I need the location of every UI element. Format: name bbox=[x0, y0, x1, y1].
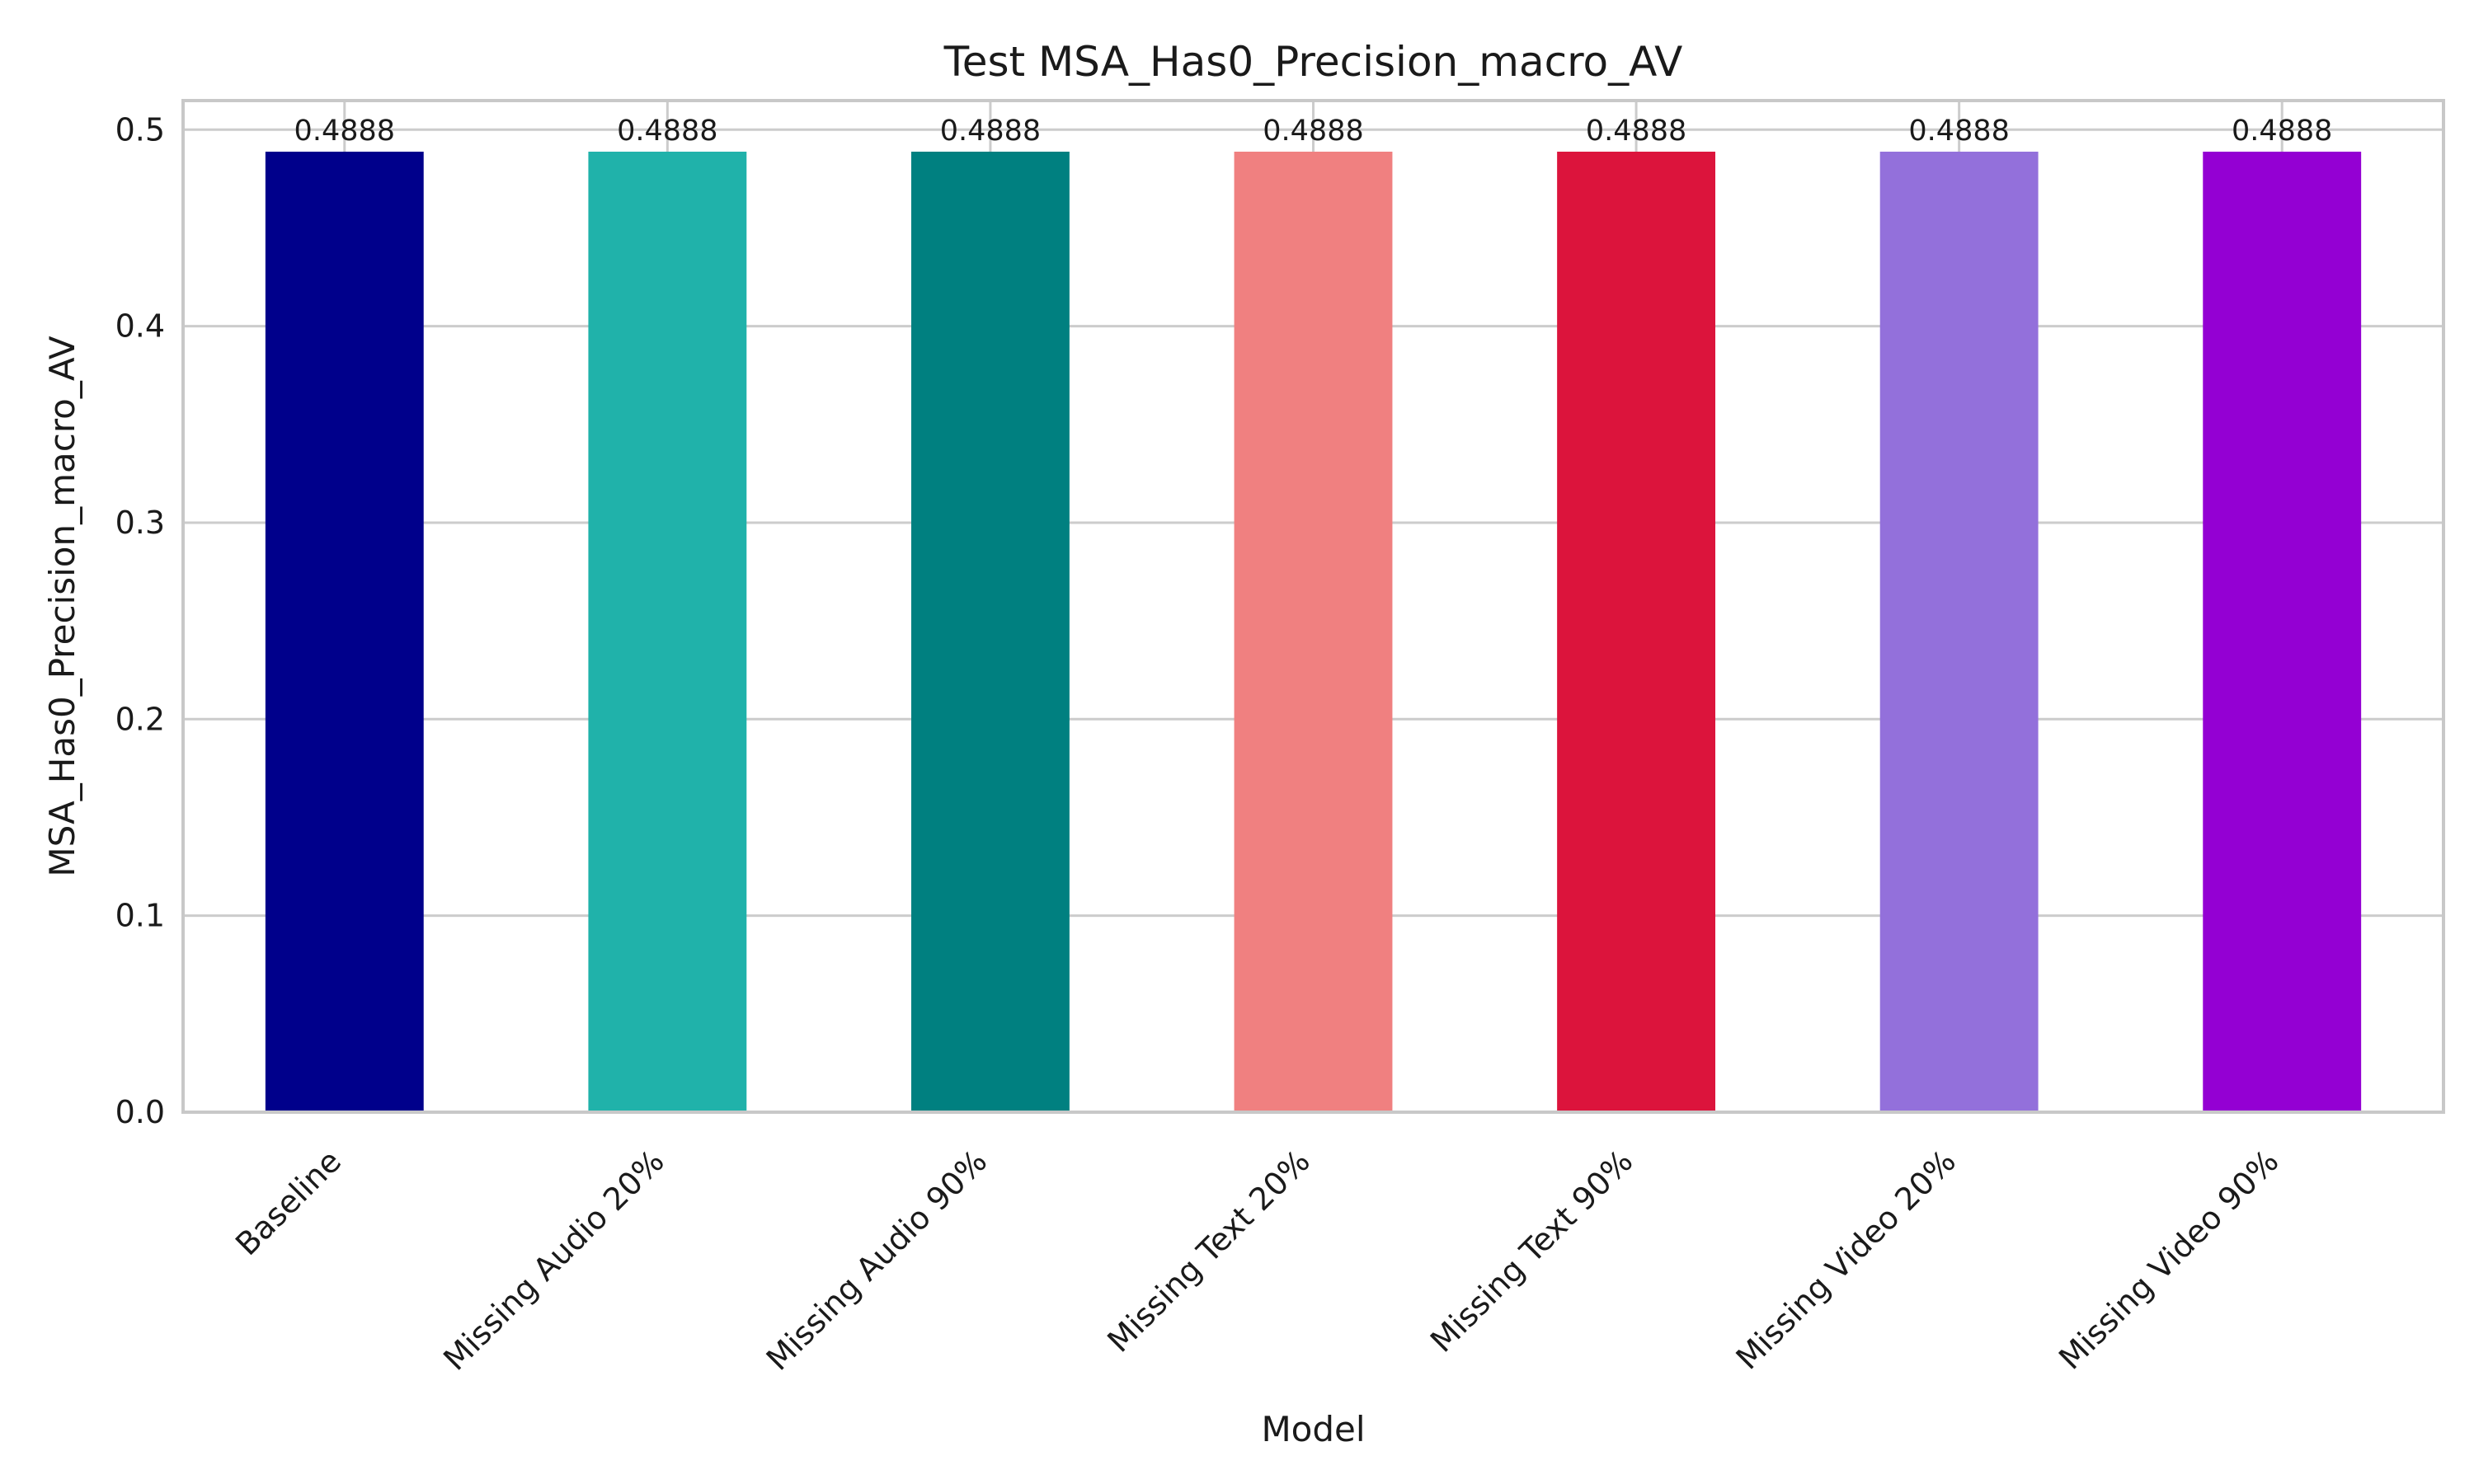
x-tick-label: Missing Video 90% bbox=[2052, 1143, 2285, 1376]
x-tick-label: Missing Audio 90% bbox=[760, 1143, 994, 1377]
x-tick-label: Baseline bbox=[228, 1143, 348, 1262]
bar-value-label: 0.4888 bbox=[1586, 115, 1686, 148]
y-tick-label: 0.4 bbox=[115, 308, 165, 345]
bar bbox=[265, 151, 424, 1112]
bar bbox=[588, 151, 747, 1112]
x-tick-label: Missing Audio 20% bbox=[436, 1143, 670, 1377]
bar bbox=[1557, 151, 1716, 1112]
bar bbox=[1234, 151, 1393, 1112]
y-tick-label: 0.5 bbox=[115, 111, 165, 148]
bar bbox=[2203, 151, 2362, 1112]
bar-value-label: 0.4888 bbox=[1908, 115, 2009, 148]
y-tick-label: 0.0 bbox=[115, 1094, 165, 1130]
x-axis-ticks: Baseline Missing Audio 20% Missing Audio 9… bbox=[228, 1143, 2285, 1377]
bar-value-label: 0.4888 bbox=[2232, 115, 2332, 148]
bar bbox=[910, 151, 1070, 1112]
bar-value-label: 0.4888 bbox=[617, 115, 717, 148]
bar-value-label: 0.4888 bbox=[1263, 115, 1363, 148]
plot-frame bbox=[181, 99, 2445, 1114]
x-tick-label: Missing Video 20% bbox=[1729, 1143, 1963, 1376]
data-labels: 0.4888 0.4888 0.4888 0.4888 0.4888 0.4888 0.48… bbox=[294, 115, 2333, 148]
bar-value-label: 0.4888 bbox=[940, 115, 1041, 148]
x-tick-label: Missing Text 90% bbox=[1423, 1143, 1639, 1359]
y-tick-label: 0.1 bbox=[115, 898, 165, 934]
bars bbox=[265, 151, 2362, 1112]
y-axis-label: MSA_Has0_Precision_macro_AV bbox=[42, 336, 82, 877]
x-tick-label: Missing Text 20% bbox=[1100, 1143, 1316, 1359]
y-axis-ticks: 0.0 0.1 0.2 0.3 0.4 0.5 bbox=[115, 111, 165, 1130]
y-tick-label: 0.2 bbox=[115, 701, 165, 737]
x-axis-label: Model bbox=[1261, 1409, 1365, 1449]
bar bbox=[1879, 151, 2039, 1112]
y-tick-label: 0.3 bbox=[115, 505, 165, 541]
chart-title: Test MSA_Has0_Precision_macro_AV bbox=[943, 38, 1683, 86]
bar-value-label: 0.4888 bbox=[294, 115, 395, 148]
